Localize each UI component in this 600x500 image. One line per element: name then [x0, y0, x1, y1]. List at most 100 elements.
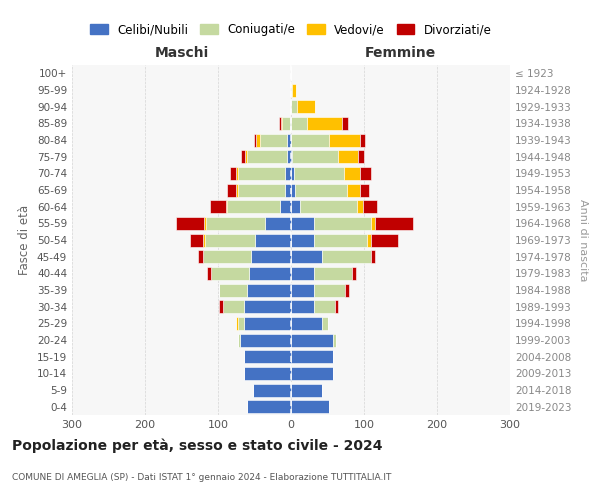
- Y-axis label: Anni di nascita: Anni di nascita: [578, 198, 588, 281]
- Bar: [278, 117, 281, 130]
- Bar: [335, 300, 338, 313]
- Bar: [236, 317, 238, 330]
- Bar: [207, 267, 211, 280]
- Bar: [265, 217, 291, 230]
- Bar: [251, 250, 291, 263]
- Bar: [280, 200, 291, 213]
- Bar: [291, 100, 297, 113]
- Bar: [220, 284, 247, 296]
- Bar: [338, 150, 358, 163]
- Bar: [322, 317, 328, 330]
- Bar: [291, 184, 295, 196]
- Bar: [291, 84, 292, 96]
- Bar: [253, 384, 291, 396]
- Bar: [244, 300, 291, 313]
- Bar: [238, 167, 285, 180]
- Bar: [291, 200, 300, 213]
- Bar: [375, 217, 413, 230]
- Bar: [297, 100, 315, 113]
- Y-axis label: Fasce di età: Fasce di età: [19, 205, 31, 275]
- Bar: [244, 317, 291, 330]
- Bar: [344, 167, 359, 180]
- Bar: [307, 117, 342, 130]
- Bar: [359, 134, 365, 146]
- Bar: [285, 167, 291, 180]
- Bar: [356, 200, 362, 213]
- Bar: [291, 384, 322, 396]
- Bar: [223, 300, 244, 313]
- Bar: [282, 117, 290, 130]
- Bar: [314, 300, 335, 313]
- Bar: [285, 184, 291, 196]
- Legend: Celibi/Nubili, Coniugati/e, Vedovi/e, Divorziati/e: Celibi/Nubili, Coniugati/e, Vedovi/e, Di…: [86, 18, 496, 41]
- Bar: [203, 250, 251, 263]
- Bar: [300, 200, 356, 213]
- Bar: [211, 267, 248, 280]
- Bar: [287, 134, 291, 146]
- Bar: [291, 250, 322, 263]
- Bar: [230, 167, 236, 180]
- Bar: [287, 150, 291, 163]
- Bar: [291, 167, 294, 180]
- Bar: [371, 250, 375, 263]
- Bar: [240, 334, 291, 346]
- Bar: [238, 317, 244, 330]
- Bar: [291, 217, 314, 230]
- Bar: [291, 367, 334, 380]
- Bar: [291, 234, 314, 246]
- Bar: [334, 334, 335, 346]
- Bar: [314, 284, 345, 296]
- Bar: [361, 184, 369, 196]
- Bar: [292, 150, 338, 163]
- Bar: [347, 184, 361, 196]
- Bar: [254, 234, 291, 246]
- Bar: [226, 200, 227, 213]
- Bar: [238, 334, 240, 346]
- Bar: [291, 300, 314, 313]
- Bar: [322, 250, 371, 263]
- Bar: [291, 267, 314, 280]
- Text: COMUNE DI AMEGLIA (SP) - Dati ISTAT 1° gennaio 2024 - Elaborazione TUTTITALIA.IT: COMUNE DI AMEGLIA (SP) - Dati ISTAT 1° g…: [12, 473, 391, 482]
- Bar: [236, 184, 238, 196]
- Bar: [291, 400, 329, 413]
- Bar: [281, 117, 282, 130]
- Bar: [241, 150, 245, 163]
- Text: Maschi: Maschi: [154, 46, 209, 60]
- Bar: [205, 234, 254, 246]
- Bar: [236, 167, 238, 180]
- Bar: [248, 267, 291, 280]
- Bar: [206, 217, 265, 230]
- Bar: [227, 184, 236, 196]
- Bar: [254, 134, 256, 146]
- Bar: [220, 300, 223, 313]
- Bar: [292, 84, 296, 96]
- Bar: [227, 200, 280, 213]
- Bar: [245, 150, 247, 163]
- Bar: [190, 234, 203, 246]
- Bar: [244, 367, 291, 380]
- Bar: [291, 134, 329, 146]
- Bar: [358, 150, 364, 163]
- Bar: [210, 200, 226, 213]
- Bar: [291, 317, 322, 330]
- Bar: [238, 184, 285, 196]
- Bar: [197, 250, 203, 263]
- Bar: [345, 284, 349, 296]
- Bar: [295, 184, 347, 196]
- Bar: [362, 200, 377, 213]
- Bar: [204, 217, 206, 230]
- Bar: [247, 150, 287, 163]
- Bar: [314, 234, 367, 246]
- Bar: [314, 217, 371, 230]
- Text: Popolazione per età, sesso e stato civile - 2024: Popolazione per età, sesso e stato civil…: [12, 438, 383, 453]
- Bar: [290, 117, 291, 130]
- Text: Femmine: Femmine: [365, 46, 436, 60]
- Bar: [291, 334, 334, 346]
- Bar: [314, 267, 352, 280]
- Bar: [244, 350, 291, 363]
- Bar: [371, 217, 375, 230]
- Bar: [291, 117, 307, 130]
- Bar: [291, 350, 334, 363]
- Bar: [342, 117, 348, 130]
- Bar: [329, 134, 359, 146]
